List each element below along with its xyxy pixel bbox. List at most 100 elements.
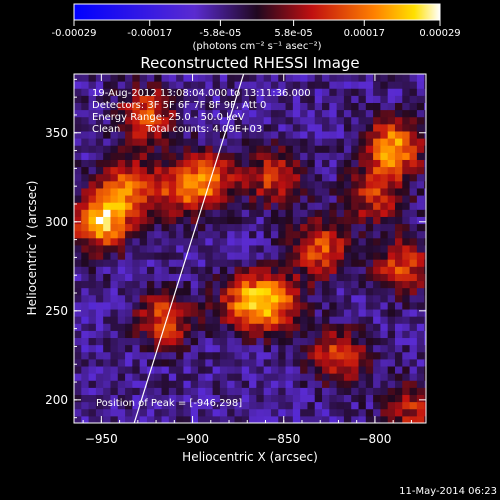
heatmap-cell [343, 287, 352, 296]
heatmap-cell [373, 344, 381, 353]
heatmap-cell [402, 301, 411, 310]
heatmap-cell [336, 159, 345, 168]
heatmap-cell [387, 173, 396, 182]
heatmap-cell [154, 287, 163, 296]
heatmap-cell [176, 366, 184, 374]
heatmap-cell [132, 109, 141, 118]
heatmap-cell [249, 252, 257, 260]
heatmap-cell [292, 358, 301, 367]
heatmap-cell [285, 373, 294, 381]
heatmap-cell [292, 88, 301, 96]
heatmap-cell [198, 166, 206, 175]
heatmap-cell [300, 195, 308, 203]
heatmap-cell [270, 180, 279, 189]
heatmap-cell [95, 216, 104, 225]
heatmap-cell [168, 237, 177, 246]
heatmap-cell [125, 415, 133, 423]
heatmap-cell [110, 237, 119, 246]
heatmap-cell [161, 408, 170, 417]
heatmap-cell [234, 380, 243, 388]
heatmap-cell [358, 344, 367, 353]
heatmap-cell [278, 95, 287, 103]
heatmap-cell [380, 195, 389, 203]
heatmap-cell [256, 373, 265, 381]
heatmap-cell [329, 180, 338, 189]
heatmap-cell [343, 116, 352, 125]
heatmap-cell [329, 351, 338, 360]
heatmap-cell [329, 252, 338, 260]
heatmap-cell [95, 244, 104, 253]
heatmap-cell [365, 223, 374, 232]
heatmap-cell [161, 180, 170, 189]
heatmap-cell [336, 116, 345, 125]
heatmap-cell [329, 387, 338, 396]
heatmap-cell [212, 280, 221, 289]
heatmap-cell [416, 159, 425, 168]
heatmap-cell [176, 230, 184, 239]
heatmap-cell [416, 323, 425, 331]
heatmap-cell [154, 166, 163, 175]
heatmap-cell [74, 259, 82, 267]
heatmap-cell [351, 102, 360, 111]
heatmap-cell [322, 401, 330, 410]
heatmap-cell [336, 180, 345, 189]
heatmap-cell [81, 408, 90, 417]
heatmap-cell [402, 187, 411, 196]
heatmap-cell [409, 202, 418, 210]
heatmap-cell [292, 380, 301, 388]
heatmap-cell [146, 316, 155, 324]
heatmap-cell [176, 259, 184, 267]
heatmap-cell [146, 116, 155, 125]
heatmap-cell [278, 173, 287, 182]
heatmap-cell [270, 244, 279, 253]
heatmap-cell [402, 344, 411, 353]
heatmap-cell [270, 159, 279, 168]
heatmap-cell [402, 109, 411, 118]
heatmap-cell [176, 74, 184, 82]
heatmap-cell [125, 380, 133, 388]
heatmap-cell [183, 95, 192, 103]
heatmap-cell [198, 123, 206, 132]
heatmap-cell [125, 266, 133, 274]
heatmap-cell [336, 95, 345, 103]
heatmap-cell [154, 195, 163, 203]
heatmap-cell [241, 81, 250, 89]
heatmap-cell [117, 159, 126, 168]
heatmap-cell [394, 273, 403, 282]
heatmap-cell [219, 337, 228, 346]
heatmap-cell [402, 280, 411, 289]
heatmap-cell [424, 373, 426, 381]
heatmap-cell [285, 415, 294, 423]
heatmap-cell [424, 173, 426, 182]
heatmap-cell [365, 145, 374, 153]
heatmap-cell [424, 280, 426, 289]
heatmap-cell [81, 209, 90, 217]
heatmap-cell [161, 373, 170, 381]
heatmap-cell [402, 223, 411, 232]
heatmap-cell [416, 366, 425, 374]
heatmap-cell [234, 287, 243, 296]
heatmap-cell [241, 408, 250, 417]
heatmap-cell [249, 373, 257, 381]
heatmap-cell [424, 138, 426, 146]
heatmap-cell [314, 187, 323, 196]
heatmap-cell [183, 330, 192, 339]
heatmap-cell [110, 309, 119, 317]
heatmap-cell [161, 244, 170, 253]
heatmap-cell [373, 280, 381, 289]
heatmap-cell [387, 152, 396, 160]
heatmap-cell [387, 337, 396, 346]
heatmap-cell [234, 138, 243, 146]
heatmap-cell [176, 373, 184, 381]
heatmap-cell [205, 408, 214, 417]
heatmap-cell [307, 109, 316, 118]
heatmap-cell [358, 358, 367, 367]
heatmap-cell [343, 415, 352, 423]
heatmap-cell [154, 373, 163, 381]
heatmap-cell [300, 145, 308, 153]
heatmap-cell [351, 202, 360, 210]
heatmap-cell [219, 244, 228, 253]
heatmap-cell [322, 415, 330, 423]
heatmap-cell [314, 387, 323, 396]
heatmap-cell [219, 252, 228, 260]
